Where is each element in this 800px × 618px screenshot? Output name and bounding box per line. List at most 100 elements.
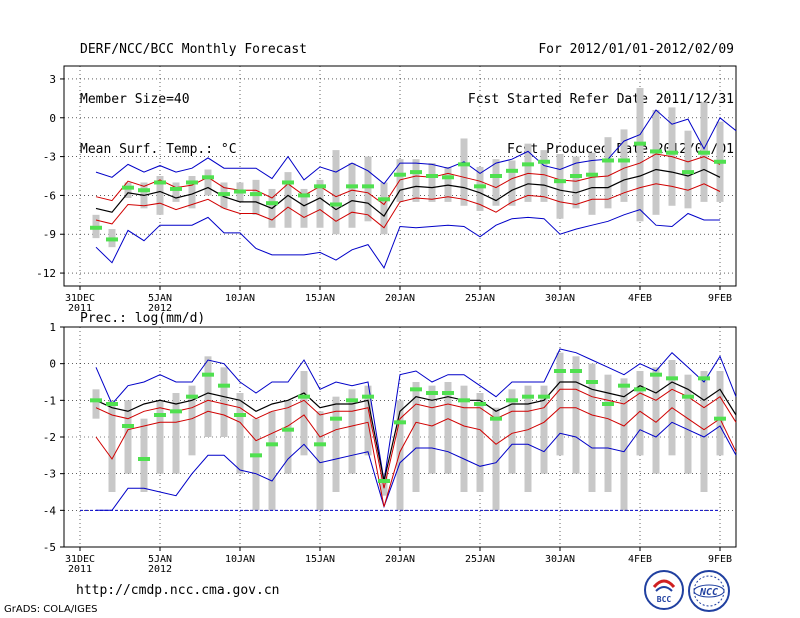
panel2-median-marker xyxy=(346,398,358,403)
panel1-median-marker xyxy=(378,197,390,202)
panel2-median-marker xyxy=(106,402,118,406)
panel1-median-marker xyxy=(650,149,662,154)
panel2-median-marker xyxy=(234,413,246,417)
panel2-x-tick-label: 30JAN xyxy=(545,554,575,565)
panel1-median-marker xyxy=(538,159,550,164)
header-left: DERF/NCC/BCC Monthly Forecast Member Siz… xyxy=(80,10,307,176)
panel2-median-marker xyxy=(298,394,310,399)
panel1-range-bar xyxy=(412,159,420,202)
panel2-median-marker xyxy=(122,424,134,428)
panel1-range-bar xyxy=(252,179,260,215)
panel1-range-bar xyxy=(300,188,308,228)
panel1-range-bar xyxy=(540,150,548,202)
panel1-x-tick-label: 5JAN xyxy=(148,293,172,304)
panel2-y-tick-label: -2 xyxy=(43,431,56,444)
panel1-median-marker xyxy=(234,189,246,194)
panel2-median-marker xyxy=(586,380,598,384)
panel2-range-bar xyxy=(364,385,372,456)
panel2-median-marker xyxy=(634,387,646,392)
panel1-median-marker xyxy=(426,174,438,178)
panel1-range-bar xyxy=(636,88,644,222)
panel2-y-tick-label: -3 xyxy=(43,468,56,481)
panel1-range-bar xyxy=(204,169,212,196)
panel2-x-tick-label: 4FEB xyxy=(628,554,652,565)
panel1-range-bar xyxy=(620,129,628,202)
panel2-range-bar xyxy=(140,418,148,492)
bcc-logo: BCC xyxy=(644,570,684,610)
panel2-outer-max-line xyxy=(95,348,737,482)
panel2-median-marker xyxy=(442,391,454,395)
panel1-range-bar xyxy=(604,137,612,209)
panel1-range-bar xyxy=(428,163,436,202)
panel2-mean-line xyxy=(95,381,737,482)
panel2-range-bar xyxy=(652,367,660,474)
panel2-median-marker xyxy=(362,394,374,399)
panel2-median-marker xyxy=(250,453,262,458)
panel2-median-marker xyxy=(202,372,214,377)
panel2-median-marker xyxy=(602,402,614,406)
panel2-range-bar xyxy=(252,418,260,511)
panel1-range-bar xyxy=(556,154,564,219)
panel2-median-marker xyxy=(474,402,486,406)
panel1-median-marker xyxy=(490,174,502,178)
panel2-median-marker xyxy=(410,387,422,392)
panel1-range-bar xyxy=(284,172,292,228)
panel1-x-tick-label: 31DEC xyxy=(65,293,95,304)
panel1-y-tick-label: -12 xyxy=(36,267,56,280)
panel1-median-marker xyxy=(554,179,566,184)
panel1-median-marker xyxy=(666,150,678,155)
panel2-median-marker xyxy=(394,420,406,425)
panel2-range-bar xyxy=(700,371,708,492)
panel1-range-bar xyxy=(572,156,580,209)
panel2-range-bar xyxy=(556,352,564,456)
panel2-range-bar xyxy=(268,411,276,511)
panel1-range-bar xyxy=(508,160,516,206)
ncc-logo-text: NCC xyxy=(699,587,718,598)
panel1-range-bar xyxy=(524,143,532,202)
panel2-median-marker xyxy=(170,409,182,414)
panel2-range-bar xyxy=(620,378,628,511)
panel1-median-marker xyxy=(394,172,406,177)
panel1-median-marker xyxy=(618,158,630,163)
panel2-range-bar xyxy=(604,374,612,492)
panel2-x-tick-label: 5JAN xyxy=(148,554,172,565)
forecast-started-date: Fcst Started Refer Date 2011/12/31 xyxy=(467,92,734,107)
panel2-range-bar xyxy=(220,367,228,437)
panel2-median-marker xyxy=(154,413,166,417)
panel2-range-bar xyxy=(428,385,436,474)
forecast-period: For 2012/01/01-2012/02/09 xyxy=(538,42,734,57)
panel2-median-marker xyxy=(282,427,294,432)
panel1-median-marker xyxy=(698,150,710,155)
panel1-median-marker xyxy=(106,237,118,242)
panel2-x-tick-label: 15JAN xyxy=(305,554,335,565)
panel1-y-tick-label: -6 xyxy=(43,189,56,202)
panel2-range-bar xyxy=(588,363,596,492)
panel1-median-marker xyxy=(522,162,534,167)
panel2-y-tick-label: 0 xyxy=(49,358,56,371)
panel2-median-marker xyxy=(554,369,566,373)
panel2-median-marker xyxy=(90,398,102,403)
panel2-title: Prec.: log(mm/d) xyxy=(80,311,205,326)
panel2-y-tick-label: -4 xyxy=(43,504,57,517)
panel2-median-marker xyxy=(506,398,518,403)
source-url[interactable]: http://cmdp.ncc.cma.gov.cn xyxy=(76,583,280,598)
panel1-median-marker xyxy=(410,170,422,175)
panel1-median-marker xyxy=(346,184,358,189)
panel2-median-marker xyxy=(266,442,278,447)
panel1-range-bar xyxy=(188,176,196,209)
panel1-median-marker xyxy=(122,185,134,190)
panel2-range-bar xyxy=(412,382,420,492)
panel1-y-tick-label: -9 xyxy=(43,228,56,241)
panel1-range-bar xyxy=(364,156,372,222)
panel2-range-bar xyxy=(508,389,516,474)
panel1-range-bar xyxy=(588,152,596,215)
panel2-x-tick-year: 2012 xyxy=(148,564,172,575)
panel2-range-bar xyxy=(684,374,692,474)
panel2-median-marker xyxy=(570,369,582,373)
panel1-median-marker xyxy=(186,180,198,185)
panel2-range-bar xyxy=(204,356,212,437)
panel1-median-marker xyxy=(314,184,326,189)
panel2-range-bar xyxy=(572,356,580,474)
panel1-lower-inner-line xyxy=(95,183,721,229)
panel2-range-bar xyxy=(332,396,340,492)
